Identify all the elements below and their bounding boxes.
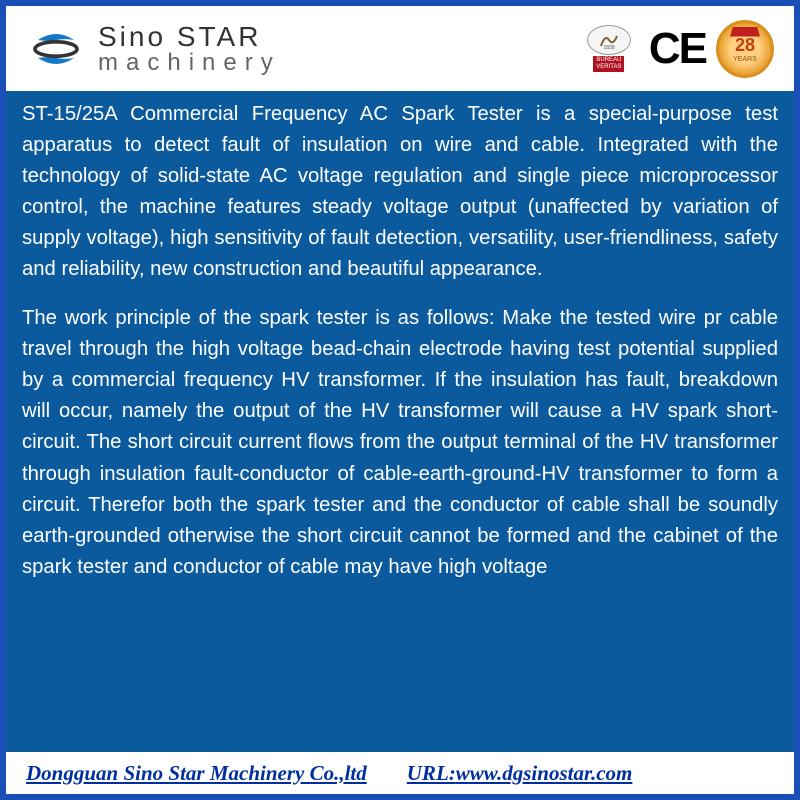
footer-company-name: Dongguan Sino Star Machinery Co.,ltd [26,761,367,786]
bv-emblem-icon: 1828 [597,30,621,50]
company-logo-block: Sino STAR machinery [26,19,281,79]
header-bar: Sino STAR machinery 1828 BUREAU VERITAS … [6,6,794,91]
years-number: 28 [735,35,755,56]
logo-title: Sino STAR [98,23,281,51]
footer-url-value: www.dgsinostar.com [456,761,633,786]
ce-mark-badge: CE [649,24,706,74]
content-panel: ST-15/25A Commercial Frequency AC Spark … [6,91,794,752]
logo-text-block: Sino STAR machinery [98,23,281,75]
description-paragraph-1: ST-15/25A Commercial Frequency AC Spark … [22,99,778,285]
bv-label-1: BUREAU [596,57,621,64]
ce-mark-text: CE [649,24,706,74]
footer-bar: Dongguan Sino Star Machinery Co.,ltd URL… [6,752,794,794]
description-paragraph-2: The work principle of the spark tester i… [22,303,778,582]
logo-subtitle: machinery [98,51,281,75]
svg-text:1828: 1828 [603,45,614,50]
years-badge: 28 YEARS [716,20,774,78]
bureau-veritas-badge: 1828 BUREAU VERITAS [579,19,639,79]
footer-url-label: URL: [407,761,456,786]
bv-label-2: VERITAS [596,64,621,71]
ribbon-icon [730,27,760,37]
sino-star-logo-icon [26,19,86,79]
years-label: YEARS [733,56,757,63]
footer-url-block: URL: www.dgsinostar.com [407,761,633,786]
